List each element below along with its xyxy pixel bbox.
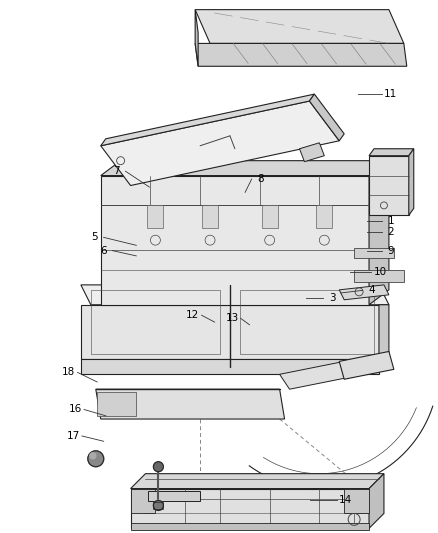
Text: 3: 3 xyxy=(329,293,336,303)
Circle shape xyxy=(88,451,104,467)
Circle shape xyxy=(153,500,163,511)
Polygon shape xyxy=(369,149,414,156)
Polygon shape xyxy=(81,285,389,305)
Polygon shape xyxy=(195,10,404,43)
Polygon shape xyxy=(101,175,369,305)
Polygon shape xyxy=(300,143,324,161)
Text: 10: 10 xyxy=(374,267,387,277)
Polygon shape xyxy=(81,359,379,374)
Circle shape xyxy=(90,453,96,459)
Text: 14: 14 xyxy=(339,495,352,505)
Polygon shape xyxy=(148,490,200,500)
Text: 17: 17 xyxy=(67,431,80,441)
Text: 9: 9 xyxy=(388,246,394,256)
Polygon shape xyxy=(262,205,278,228)
Polygon shape xyxy=(101,160,389,175)
Text: 5: 5 xyxy=(92,232,98,243)
Polygon shape xyxy=(409,149,414,215)
Polygon shape xyxy=(131,489,155,513)
Polygon shape xyxy=(101,94,314,146)
Polygon shape xyxy=(97,392,135,416)
Text: 8: 8 xyxy=(257,174,264,184)
Text: 11: 11 xyxy=(384,90,398,99)
Polygon shape xyxy=(279,354,389,389)
Polygon shape xyxy=(131,489,369,528)
Polygon shape xyxy=(81,305,379,359)
Polygon shape xyxy=(354,270,404,282)
Text: 12: 12 xyxy=(186,310,200,320)
Text: 6: 6 xyxy=(100,246,107,256)
Polygon shape xyxy=(96,389,285,419)
Text: 2: 2 xyxy=(388,227,394,237)
Polygon shape xyxy=(369,156,409,215)
Polygon shape xyxy=(379,305,389,367)
Polygon shape xyxy=(369,474,384,528)
Text: 16: 16 xyxy=(69,405,82,415)
Polygon shape xyxy=(195,43,407,66)
Polygon shape xyxy=(344,489,369,513)
Text: 7: 7 xyxy=(113,166,120,176)
Text: 4: 4 xyxy=(368,285,374,295)
Polygon shape xyxy=(369,160,389,305)
Polygon shape xyxy=(316,205,332,228)
Polygon shape xyxy=(195,10,198,66)
Polygon shape xyxy=(339,351,394,379)
Polygon shape xyxy=(101,101,339,185)
Polygon shape xyxy=(354,248,394,258)
Circle shape xyxy=(153,462,163,472)
Polygon shape xyxy=(148,205,163,228)
Text: 1: 1 xyxy=(388,216,394,227)
Polygon shape xyxy=(339,285,389,300)
Polygon shape xyxy=(131,474,384,489)
Polygon shape xyxy=(202,205,218,228)
Text: 18: 18 xyxy=(62,367,75,377)
Polygon shape xyxy=(309,94,344,141)
Text: 13: 13 xyxy=(226,313,239,324)
Polygon shape xyxy=(131,523,369,530)
